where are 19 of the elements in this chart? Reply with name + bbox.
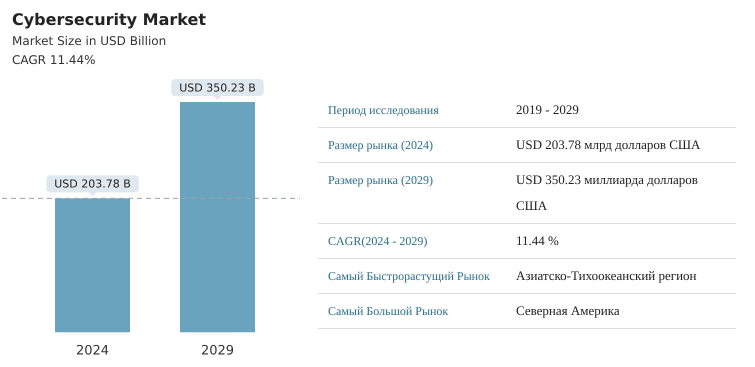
text: Самый Большой Рынок [327, 303, 450, 320]
text: Период исследования [327, 102, 440, 119]
text: CAGR(2024 - 2029) [327, 233, 428, 250]
text: Самый Быстрорастущий Рынок [327, 268, 491, 285]
text: Северная Америка [515, 302, 621, 320]
text: CAGR 11.44% [12, 53, 96, 67]
text: 2019 - 2029 [515, 101, 580, 119]
text: USD 203.78 млрд долларов США [515, 136, 702, 154]
text: 11.44 % [515, 232, 560, 250]
data-label: USD 350.23 B [179, 81, 256, 94]
text: Азиатско-Тихоокеанский регион [515, 267, 698, 285]
x-tick-label: 2029 [200, 344, 234, 359]
text: Размер рынка (2024) [327, 137, 434, 154]
data-label: USD 203.78 B [54, 178, 131, 191]
text: USD 350.23 миллиарда долларов США [515, 171, 699, 215]
chart-subtitle: Market Size in USD Billion [12, 34, 166, 48]
chart-title: Cybersecurity Market [12, 10, 206, 29]
text: Размер рынка (2029) [327, 172, 434, 189]
x-tick-label: 2024 [76, 344, 110, 359]
